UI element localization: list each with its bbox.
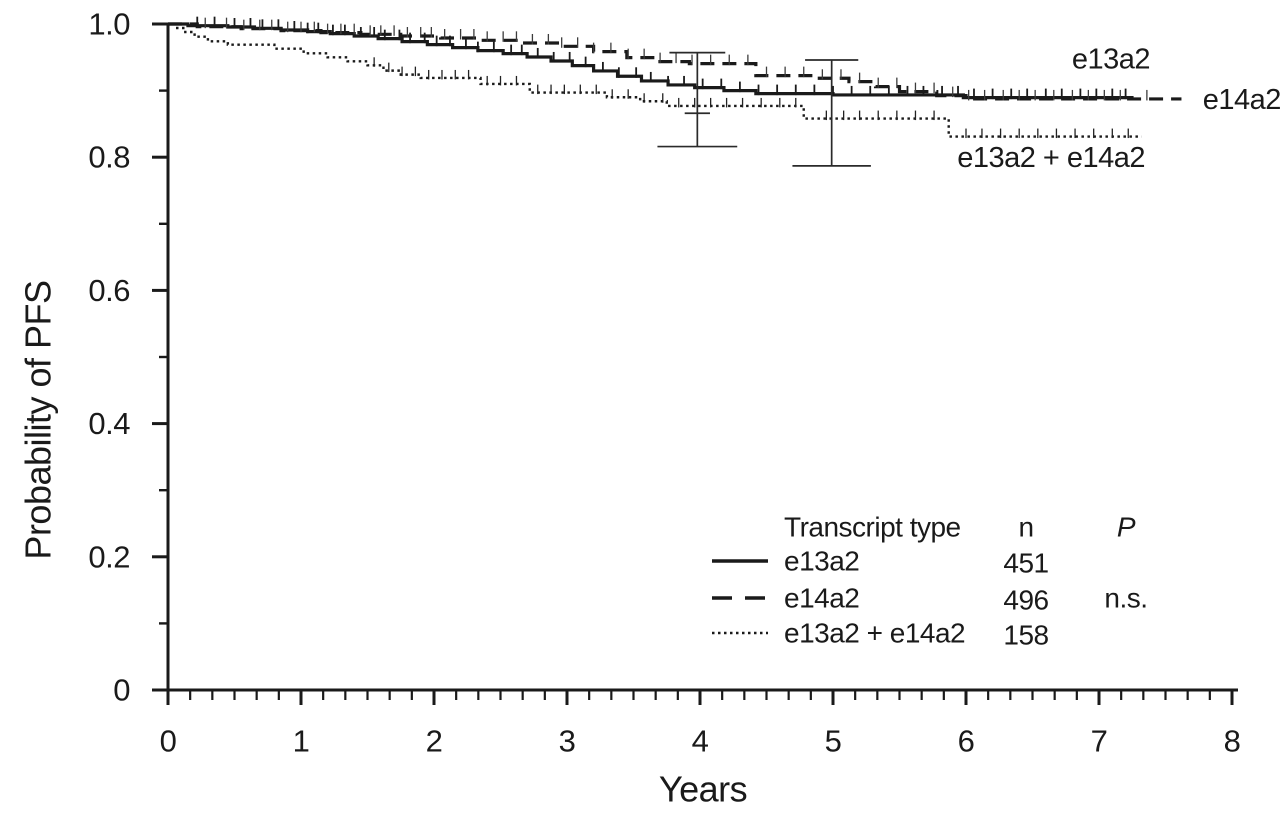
legend-row-e13a2: e13a2 451 <box>712 546 1049 579</box>
x-tick-label: 4 <box>692 724 709 759</box>
x-tick-label: 1 <box>293 724 310 759</box>
axes: 0 0.2 0.4 0.6 0.8 1.0 0 1 2 3 4 5 6 7 8 Years Probabilit… <box>18 7 1241 810</box>
curve-label-e13a2: e13a2 <box>1072 43 1150 75</box>
x-axis-title: Years <box>659 769 747 810</box>
curve-labels: e13a2 e14a2 e13a2 + e14a2 <box>957 43 1280 174</box>
legend-row-p: n.s. <box>1104 583 1147 614</box>
legend-header-n: n <box>1018 512 1033 543</box>
error-bar <box>792 59 871 167</box>
y-tick-label: 0.4 <box>88 406 130 441</box>
error-bar <box>657 51 738 148</box>
y-axis-title: Probability of PFS <box>18 280 59 559</box>
x-tick-label: 3 <box>559 724 576 759</box>
error-bars <box>657 51 871 167</box>
legend-header-p: P <box>1117 512 1136 543</box>
legend-row-label: e14a2 <box>784 583 859 614</box>
series-e13a2-curve <box>168 22 1134 100</box>
series-e13a2_plus_e14a2-censor-marks <box>373 57 1129 139</box>
curve-label-e14a2: e14a2 <box>1203 84 1280 116</box>
legend-row-e13a2-e14a2: e13a2 + e14a2 158 <box>712 618 1049 651</box>
legend-row-label: e13a2 + e14a2 <box>784 618 965 649</box>
y-tick-label: 1.0 <box>88 7 130 42</box>
series-e13a2-censor-marks <box>196 16 1127 100</box>
legend-row-e14a2: e14a2 496 n.s. <box>712 583 1148 616</box>
legend-row-label: e13a2 <box>784 546 859 577</box>
series-e14a2-censor-marks <box>204 17 1148 101</box>
curve-label-e13a2-e14a2: e13a2 + e14a2 <box>957 142 1145 174</box>
x-tick-label: 2 <box>426 724 443 759</box>
series-e14a2-curve <box>168 22 1182 101</box>
y-tick-label: 0.2 <box>88 539 130 574</box>
y-tick-label: 0.6 <box>88 273 130 308</box>
legend-row-n: 158 <box>1003 620 1048 651</box>
series-e14a2 <box>168 17 1182 101</box>
legend-row-n: 451 <box>1003 548 1048 579</box>
x-tick-label: 8 <box>1224 724 1241 759</box>
series-e13a2_plus_e14a2 <box>168 22 1142 139</box>
x-tick-label: 5 <box>825 724 842 759</box>
x-tick-label: 0 <box>160 724 177 759</box>
legend-header-transcript-type: Transcript type <box>784 512 961 543</box>
legend-row-n: 496 <box>1003 585 1048 616</box>
x-tick-label: 7 <box>1091 724 1108 759</box>
y-tick-label: 0.8 <box>88 140 130 175</box>
y-tick-label: 0 <box>113 673 130 708</box>
x-tick-label: 6 <box>958 724 975 759</box>
